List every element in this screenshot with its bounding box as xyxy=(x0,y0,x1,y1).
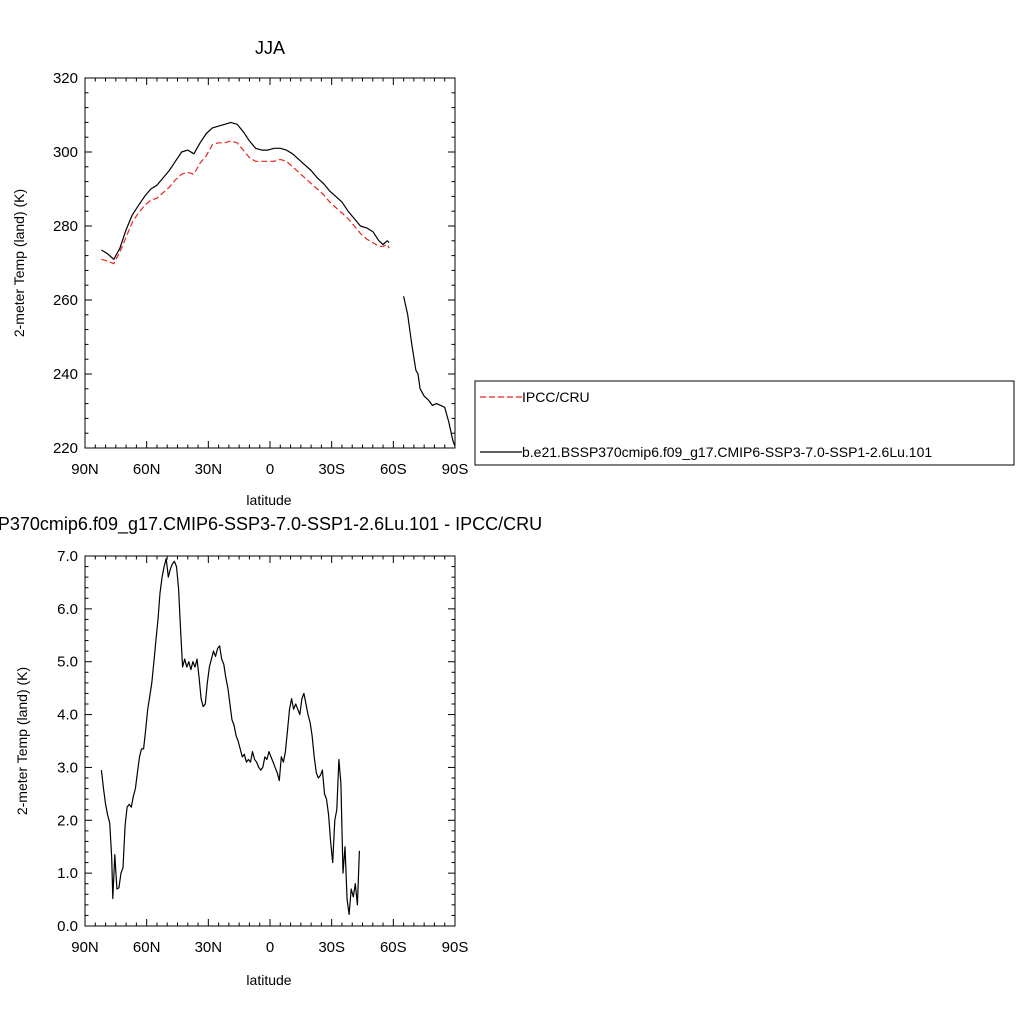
x-axis-label: latitude xyxy=(246,972,291,988)
chart-title: JJA xyxy=(255,38,285,58)
x-tick-label: 60S xyxy=(380,939,407,956)
y-tick-label: 0.0 xyxy=(57,918,78,935)
series xyxy=(101,121,456,447)
y-tick-label: 320 xyxy=(53,70,78,87)
y-tick-label: 260 xyxy=(53,292,78,309)
x-tick-label: 0 xyxy=(266,939,274,956)
x-tick-label: 30S xyxy=(318,939,345,956)
y-tick-label: 280 xyxy=(53,218,78,235)
y-tick-label: 4.0 xyxy=(57,707,78,724)
temperature-chart: JJA 2-meter Temp (land) (K) latitude 90N… xyxy=(11,38,468,508)
plot-frame xyxy=(84,77,456,449)
series-line-0 xyxy=(100,558,360,915)
y-tick-label: 240 xyxy=(53,366,78,383)
x-tick-label: 60S xyxy=(380,461,407,478)
y-tick-label: 1.0 xyxy=(57,865,78,882)
y-tick-label: 2.0 xyxy=(57,812,78,829)
series xyxy=(100,558,360,915)
plot-frame xyxy=(84,555,456,927)
legend-label-ipcc-cru: IPCC/CRU xyxy=(522,389,590,405)
y-tick-label: 300 xyxy=(53,144,78,161)
x-tick-label: 0 xyxy=(266,461,274,478)
x-tick-label: 30N xyxy=(195,461,223,478)
x-axis-label: latitude xyxy=(246,492,291,508)
x-tick-label: 90S xyxy=(442,461,469,478)
series-line-0 xyxy=(101,140,390,265)
ticks: 90N 60N 30N 0 30S 60S 90S 0.0 1.0 2.0 3.0 4.0 5.0 6.0… xyxy=(57,548,468,956)
y-axis-label: 2-meter Temp (land) (K) xyxy=(14,667,30,815)
y-tick-label: 3.0 xyxy=(57,759,78,776)
x-tick-label: 90N xyxy=(71,939,99,956)
chart-title: P370cmip6.f09_g17.CMIP6-SSP3-7.0-SSP1-2.… xyxy=(0,514,542,535)
x-tick-label: 90N xyxy=(71,461,99,478)
legend: IPCC/CRU b.e21.BSSP370cmip6.f09_g17.CMIP… xyxy=(474,380,1015,466)
difference-chart: P370cmip6.f09_g17.CMIP6-SSP3-7.0-SSP1-2.… xyxy=(0,514,542,988)
x-tick-label: 90S xyxy=(442,939,469,956)
y-tick-label: 5.0 xyxy=(57,654,78,671)
series-line-1 xyxy=(101,121,456,447)
x-tick-label: 60N xyxy=(133,461,161,478)
y-tick-label: 7.0 xyxy=(57,548,78,565)
ticks: 90N 60N 30N 0 30S 60S 90S 220 240 260 280 300 320 xyxy=(53,70,468,478)
legend-box xyxy=(474,380,1015,466)
x-tick-label: 30S xyxy=(318,461,345,478)
legend-label-model: b.e21.BSSP370cmip6.f09_g17.CMIP6-SSP3-7.… xyxy=(522,444,932,460)
x-tick-label: 30N xyxy=(195,939,223,956)
y-tick-label: 220 xyxy=(53,440,78,457)
x-tick-label: 60N xyxy=(133,939,161,956)
y-axis-label: 2-meter Temp (land) (K) xyxy=(11,189,27,337)
y-tick-label: 6.0 xyxy=(57,601,78,618)
